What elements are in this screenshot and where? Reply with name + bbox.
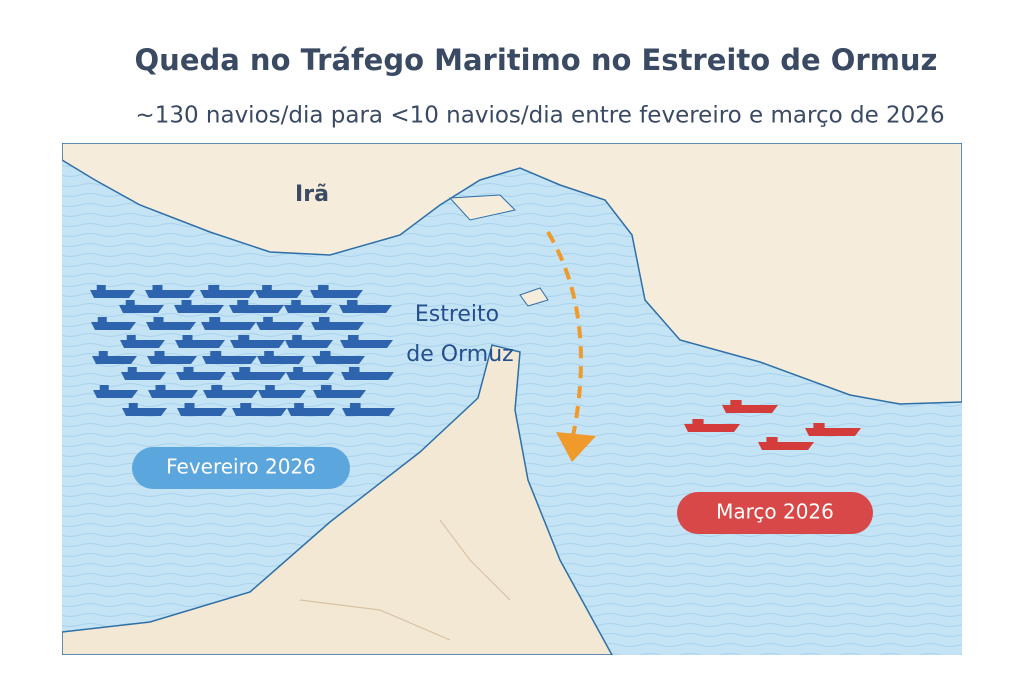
ship xyxy=(232,403,287,416)
ship xyxy=(230,335,285,348)
ship xyxy=(255,285,303,298)
ship xyxy=(286,367,334,380)
ship xyxy=(758,437,814,450)
ship xyxy=(258,385,306,398)
ship xyxy=(119,300,164,313)
ship xyxy=(722,400,778,413)
ship xyxy=(146,317,196,330)
ship xyxy=(90,285,135,298)
ship xyxy=(200,285,255,298)
road xyxy=(299,519,511,641)
ship xyxy=(313,385,366,398)
arrow-head xyxy=(556,432,596,462)
ship xyxy=(122,403,167,416)
ship xyxy=(341,367,394,380)
ship xyxy=(256,317,304,330)
ship xyxy=(342,403,395,416)
ship xyxy=(257,351,305,364)
arabia-land xyxy=(62,344,613,655)
ship xyxy=(174,300,224,313)
strait-label: de Ormuz xyxy=(406,342,513,367)
ship xyxy=(121,367,166,380)
island xyxy=(519,287,549,307)
ship xyxy=(339,300,392,313)
ship xyxy=(91,317,136,330)
ship xyxy=(285,335,333,348)
badge xyxy=(132,447,350,489)
title: Queda no Tráfego Maritimo no Estreito de… xyxy=(135,43,938,77)
ship xyxy=(805,423,861,436)
ship xyxy=(175,335,225,348)
badge-label: Fevereiro 2026 xyxy=(166,455,316,479)
ship xyxy=(231,367,286,380)
ship xyxy=(340,335,393,348)
ship xyxy=(177,403,227,416)
ship xyxy=(311,317,364,330)
ship xyxy=(145,285,195,298)
route-arrow xyxy=(546,230,583,451)
ship xyxy=(310,285,363,298)
subtitle: ~130 navios/dia para <10 navios/dia entr… xyxy=(135,103,944,129)
ship-group xyxy=(90,285,861,450)
ship xyxy=(287,403,335,416)
country-label: Irã xyxy=(295,182,329,207)
badge xyxy=(677,492,873,534)
ship xyxy=(203,385,258,398)
ship xyxy=(684,419,740,432)
island xyxy=(448,194,516,221)
badge-label: Março 2026 xyxy=(716,500,834,524)
ship xyxy=(120,335,165,348)
ship xyxy=(147,351,197,364)
ship xyxy=(201,317,256,330)
ship xyxy=(284,300,332,313)
ship xyxy=(148,385,198,398)
strait-label: Estreito xyxy=(415,302,499,327)
ship xyxy=(93,385,138,398)
iran-land xyxy=(62,143,962,405)
ship xyxy=(176,367,226,380)
ship xyxy=(92,351,137,364)
ship xyxy=(229,300,284,313)
ship xyxy=(202,351,257,364)
ship xyxy=(312,351,365,364)
map xyxy=(62,143,962,655)
